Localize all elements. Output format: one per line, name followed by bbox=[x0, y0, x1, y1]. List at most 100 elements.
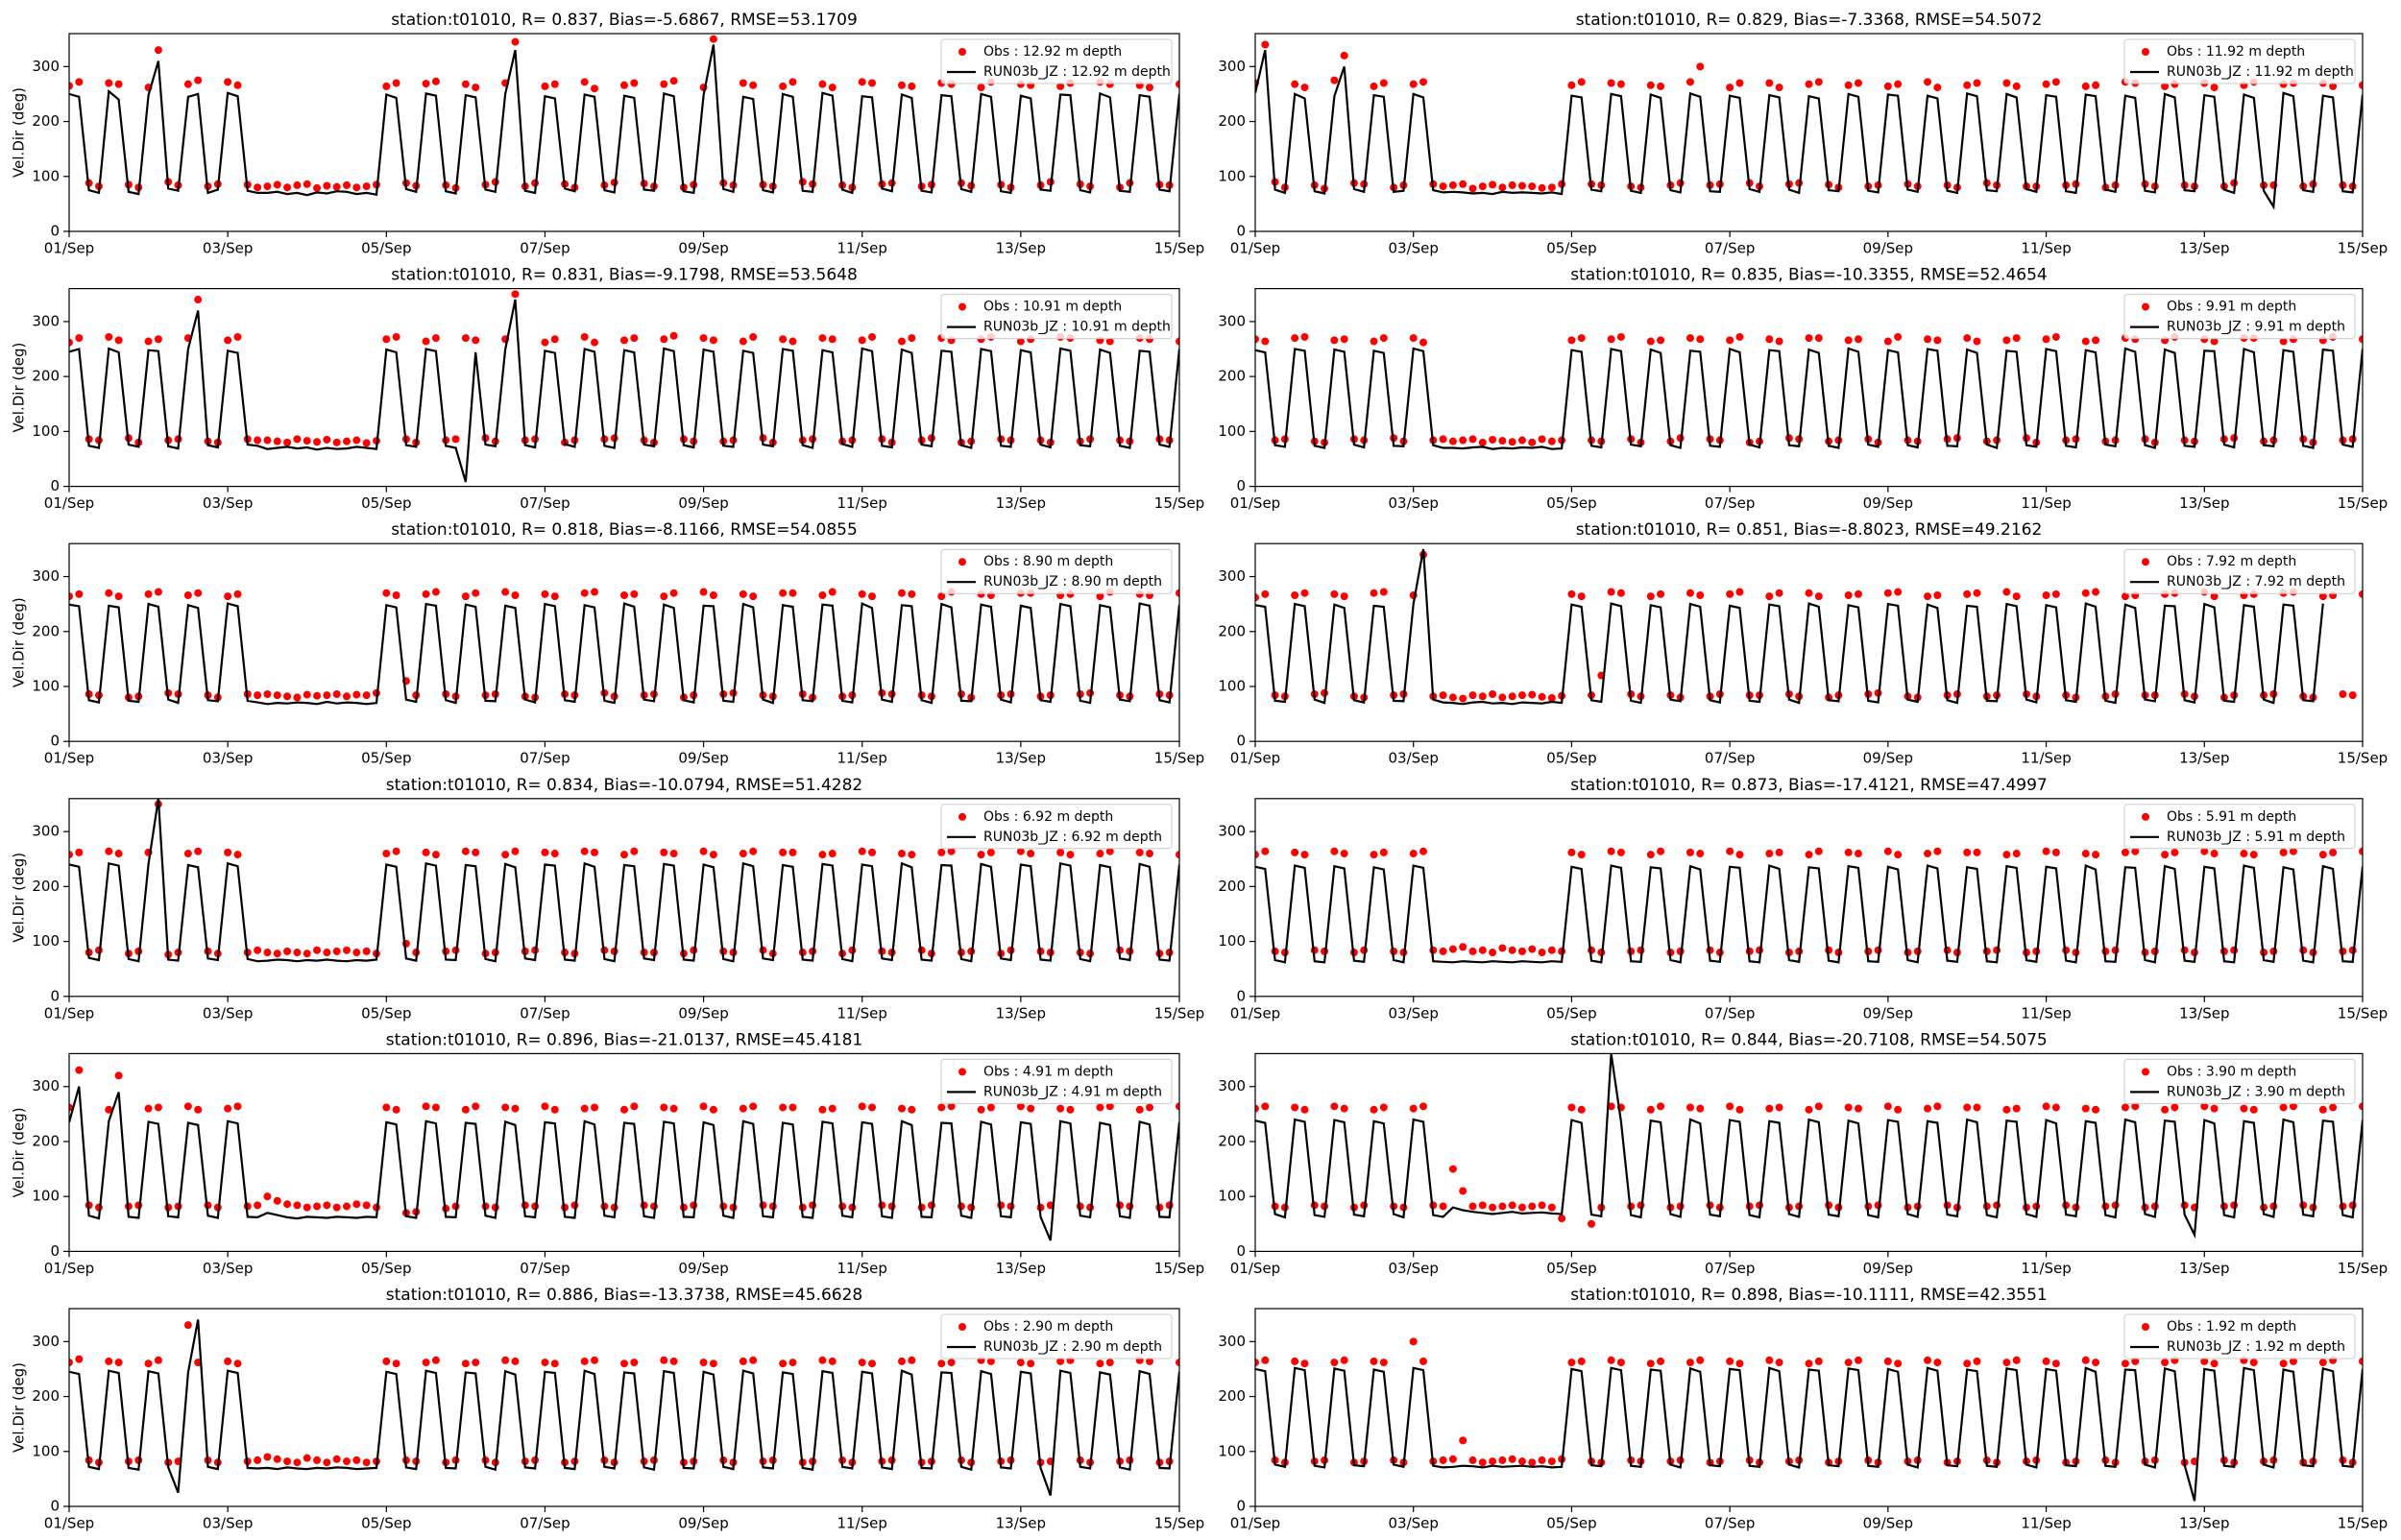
obs-point bbox=[2092, 336, 2100, 345]
x-tick-label: 03/Sep bbox=[1389, 494, 1439, 512]
obs-point bbox=[1478, 182, 1487, 191]
obs-point bbox=[1176, 80, 1179, 88]
obs-point bbox=[293, 180, 302, 189]
obs-point bbox=[1686, 334, 1694, 343]
obs-point bbox=[233, 1360, 242, 1368]
obs-point bbox=[332, 1203, 341, 1212]
obs-point bbox=[908, 334, 916, 343]
obs-point bbox=[1508, 1201, 1516, 1210]
obs-point bbox=[323, 1458, 331, 1467]
obs-point bbox=[1066, 1105, 1075, 1114]
obs-point bbox=[2318, 1105, 2327, 1114]
obs-point bbox=[1686, 1359, 1694, 1367]
obs-point bbox=[1255, 593, 1259, 602]
obs-point bbox=[669, 331, 678, 340]
subplot: station:t01010, R= 0.851, Bias=-8.8023, … bbox=[1218, 520, 2388, 767]
x-tick-label: 03/Sep bbox=[203, 1004, 253, 1022]
obs-point bbox=[1379, 79, 1388, 87]
obs-point bbox=[382, 82, 391, 90]
y-tick-label: 300 bbox=[32, 1333, 60, 1350]
obs-point bbox=[2210, 84, 2219, 92]
obs-point bbox=[1439, 182, 1447, 191]
y-tick-label: 200 bbox=[32, 368, 60, 385]
obs-point bbox=[511, 290, 520, 299]
obs-point bbox=[1330, 847, 1339, 855]
obs-point bbox=[501, 851, 510, 859]
obs-point bbox=[2002, 79, 2011, 87]
obs-point bbox=[224, 848, 232, 856]
x-tick-label: 15/Sep bbox=[2338, 240, 2388, 257]
x-tick-label: 01/Sep bbox=[1230, 494, 1280, 512]
obs-point bbox=[1607, 1102, 1615, 1111]
obs-point bbox=[709, 851, 717, 859]
obs-point bbox=[501, 1103, 510, 1112]
obs-point bbox=[868, 1360, 877, 1368]
axes-frame bbox=[68, 33, 1180, 232]
axes-frame bbox=[1254, 33, 2364, 232]
obs-point bbox=[1528, 1458, 1537, 1467]
x-tick-label: 01/Sep bbox=[44, 494, 94, 512]
obs-point bbox=[669, 1357, 678, 1365]
subplot: station:t01010, R= 0.896, Bias=-21.0137,… bbox=[11, 1030, 1205, 1277]
obs-point bbox=[620, 1360, 628, 1368]
y-tick-label: 0 bbox=[1236, 1498, 1246, 1515]
obs-point bbox=[898, 589, 906, 597]
obs-point bbox=[1696, 62, 1705, 71]
obs-point bbox=[254, 946, 262, 954]
obs-point bbox=[69, 1359, 73, 1367]
obs-point bbox=[1894, 588, 1903, 596]
x-tick-label: 09/Sep bbox=[678, 240, 728, 257]
obs-point bbox=[818, 80, 827, 88]
obs-point bbox=[461, 1360, 470, 1368]
obs-point bbox=[114, 1359, 123, 1367]
y-tick-label: 300 bbox=[1218, 1077, 1246, 1095]
obs-point bbox=[739, 850, 747, 858]
obs-point bbox=[699, 847, 708, 855]
obs-point bbox=[105, 589, 113, 597]
obs-point bbox=[1735, 1360, 1744, 1368]
obs-point bbox=[224, 592, 232, 601]
x-tick-label: 09/Sep bbox=[678, 494, 728, 512]
y-axis-label: Vel.Dir (deg) bbox=[11, 1107, 28, 1197]
obs-point bbox=[986, 1357, 995, 1365]
obs-point bbox=[2279, 1360, 2288, 1368]
obs-point bbox=[2012, 850, 2021, 858]
obs-point bbox=[1577, 78, 1586, 86]
obs-point bbox=[1547, 437, 1556, 445]
obs-point bbox=[1478, 438, 1487, 446]
obs-point bbox=[550, 592, 559, 601]
y-tick-label: 300 bbox=[32, 58, 60, 75]
axes-frame bbox=[1254, 542, 2364, 742]
obs-point bbox=[1528, 945, 1537, 953]
x-tick-label: 13/Sep bbox=[2179, 750, 2229, 767]
obs-point bbox=[1517, 1457, 1526, 1466]
obs-point bbox=[1883, 589, 1892, 597]
obs-point bbox=[352, 949, 361, 957]
obs-point bbox=[541, 1359, 549, 1367]
subplot: station:t01010, R= 0.844, Bias=-20.7108,… bbox=[1218, 1030, 2388, 1277]
obs-point bbox=[1933, 1359, 1942, 1367]
x-tick-label: 05/Sep bbox=[361, 1004, 411, 1022]
x-tick-label: 03/Sep bbox=[1389, 1004, 1439, 1022]
obs-point bbox=[1924, 1104, 1932, 1113]
subplot-title: station:t01010, R= 0.837, Bias=-5.6867, … bbox=[391, 11, 858, 30]
obs-point bbox=[1567, 848, 1576, 856]
obs-point bbox=[254, 1201, 262, 1210]
obs-point bbox=[303, 180, 311, 188]
y-axis-label: Vel.Dir (deg) bbox=[11, 1362, 28, 1453]
obs-point bbox=[1517, 181, 1526, 190]
obs-point bbox=[2051, 1360, 2060, 1368]
y-axis-label: Vel.Dir (deg) bbox=[11, 87, 28, 178]
obs-point bbox=[105, 332, 113, 341]
obs-point bbox=[69, 338, 73, 347]
obs-point bbox=[1056, 82, 1065, 90]
model-line bbox=[69, 1086, 1179, 1241]
obs-point bbox=[1498, 944, 1507, 952]
y-tick-label: 0 bbox=[1236, 223, 1246, 240]
obs-point bbox=[788, 1103, 797, 1112]
legend-label: Obs : 7.92 m depth bbox=[2167, 554, 2296, 569]
obs-point bbox=[868, 79, 877, 87]
x-tick-label: 15/Sep bbox=[1154, 494, 1204, 512]
obs-point bbox=[2051, 78, 2060, 86]
x-tick-label: 09/Sep bbox=[678, 750, 728, 767]
